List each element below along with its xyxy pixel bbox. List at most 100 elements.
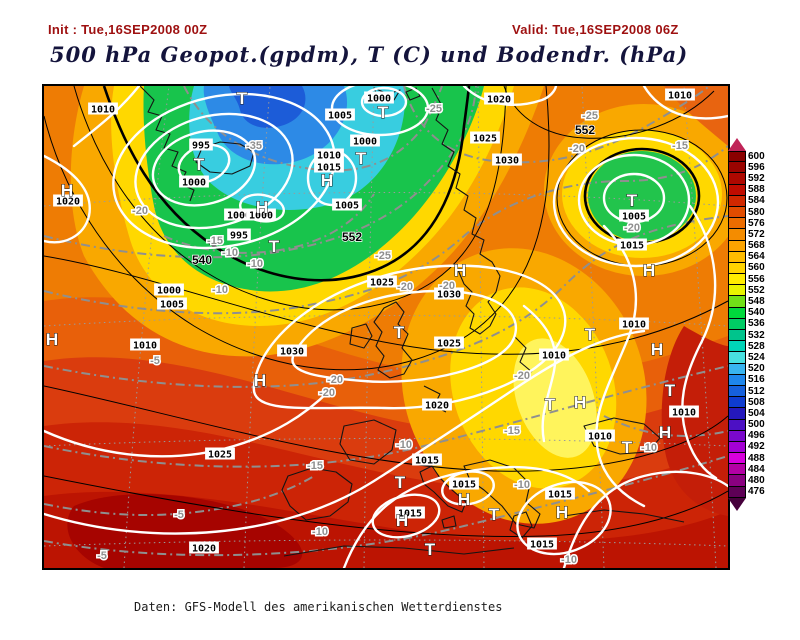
colorbar-top-arrow [728,138,746,151]
temperature-label: -35 [246,140,262,152]
colorbar-swatch [728,464,746,476]
geopotential-label: 552 [342,230,362,244]
geopotential-label: 552 [575,123,595,137]
colorbar-value: 524 [748,351,765,363]
pressure-label: 1030 [277,344,307,358]
low-center-marker: T [356,149,367,168]
colorbar-swatch [728,206,746,219]
svg-text:1015: 1015 [548,490,572,501]
colorbar-swatch [728,419,746,431]
colorbar-row: 480 [728,475,794,487]
colorbar-swatch [728,262,746,275]
temperature-label: -5 [150,355,160,367]
colorbar-swatch [728,218,746,230]
svg-text:1020: 1020 [425,401,449,412]
pressure-label: 1010 [130,338,160,352]
pressure-label: 1025 [434,336,464,350]
colorbar-swatch [728,453,746,465]
high-center-marker: H [254,371,266,390]
colorbar-swatch [728,352,746,364]
colorbar-row: 476 [728,486,794,498]
temperature-label: -15 [672,140,688,152]
colorbar-value: 520 [748,363,765,375]
pressure-label: 995 [189,138,213,152]
svg-text:1010: 1010 [668,91,692,102]
colorbar-legend: 600 596 592 588 584 580 576 572 568 564 560 556 552 5… [728,138,794,511]
temperature-label: -20 [569,143,585,155]
pressure-label: 1025 [367,275,397,289]
colorbar-row: 560 [728,262,794,275]
temperature-label: -20 [132,205,148,217]
svg-text:1010: 1010 [588,432,612,443]
high-center-marker: H [458,490,470,509]
colorbar-value: 580 [748,206,765,218]
pressure-label: 1020 [422,398,452,412]
pressure-label: 1000 [364,91,394,105]
colorbar-row: 576 [728,218,794,230]
high-center-marker: H [46,330,58,349]
colorbar-swatch [728,408,746,420]
temperature-label: -10 [641,442,657,454]
colorbar-row: 600 [728,151,794,163]
colorbar-value: 508 [748,396,765,408]
weather-map: 1010 1000 1005 1000 995 1010 1015 1000 1005 1000 1… [44,86,728,568]
pressure-label: 1000 [179,175,209,189]
temperature-label: -10 [396,439,412,451]
colorbar-value: 500 [748,419,765,431]
colorbar-row: 552 [728,285,794,297]
colorbar-swatch [728,173,746,185]
geopotential-lines [44,86,728,537]
pressure-label: 1000 [246,208,276,222]
colorbar-row: 484 [728,464,794,476]
temperature-label: -20 [439,280,455,292]
colorbar-row: 500 [728,419,794,431]
colorbar-swatch [728,285,746,297]
svg-text:1030: 1030 [495,156,519,167]
credits-line-1: Daten: GFS-Modell des amerikanischen Wet… [134,600,503,614]
high-center-marker: H [651,340,663,359]
geopotential-label: 540 [192,253,212,267]
pressure-label: 1015 [617,238,647,252]
colorbar-swatch [728,430,746,442]
colorbar-row: 588 [728,184,794,196]
colorbar-value: 480 [748,475,765,487]
low-center-marker: T [395,473,406,492]
svg-text:1005: 1005 [328,111,352,122]
credits: Daten: GFS-Modell des amerikanischen Wet… [134,572,502,640]
svg-text:1030: 1030 [280,347,304,358]
temperature-label: -20 [514,370,530,382]
svg-text:1005: 1005 [335,201,359,212]
colorbar-value: 556 [748,273,765,285]
colorbar-row: 532 [728,330,794,342]
colorbar-swatch [728,363,746,375]
colorbar-row: 496 [728,430,794,442]
temperature-label: -5 [174,509,184,521]
colorbar-row: 568 [728,240,794,252]
low-center-marker: T [489,505,500,524]
temperature-label: -15 [504,425,520,437]
svg-text:1015: 1015 [415,456,439,467]
svg-text:1025: 1025 [208,450,232,461]
pressure-label: 1005 [325,108,355,122]
svg-text:995: 995 [230,231,248,242]
svg-text:1010: 1010 [672,408,696,419]
pressure-label: 1020 [53,194,83,208]
temperature-label: -20 [327,374,343,386]
svg-text:1020: 1020 [56,197,80,208]
chart-title: 500 hPa Geopot.(gpdm), T (C) und Bodendr… [50,42,689,67]
colorbar-swatch [728,475,746,487]
pressure-label: 1015 [545,487,575,501]
pressure-label: 1010 [665,88,695,102]
colorbar-row: 564 [728,251,794,263]
temperature-label: -10 [514,479,530,491]
svg-text:1000: 1000 [353,137,377,148]
svg-text:1015: 1015 [452,480,476,491]
svg-text:1010: 1010 [622,320,646,331]
temperature-label: -10 [312,526,328,538]
temperature-label: -5 [97,550,107,562]
colorbar-swatch [728,397,746,409]
temperature-label: -25 [375,250,391,262]
pressure-label: 1000 [350,134,380,148]
colorbar-value: 528 [748,340,765,352]
pressure-label: 1015 [314,160,344,174]
